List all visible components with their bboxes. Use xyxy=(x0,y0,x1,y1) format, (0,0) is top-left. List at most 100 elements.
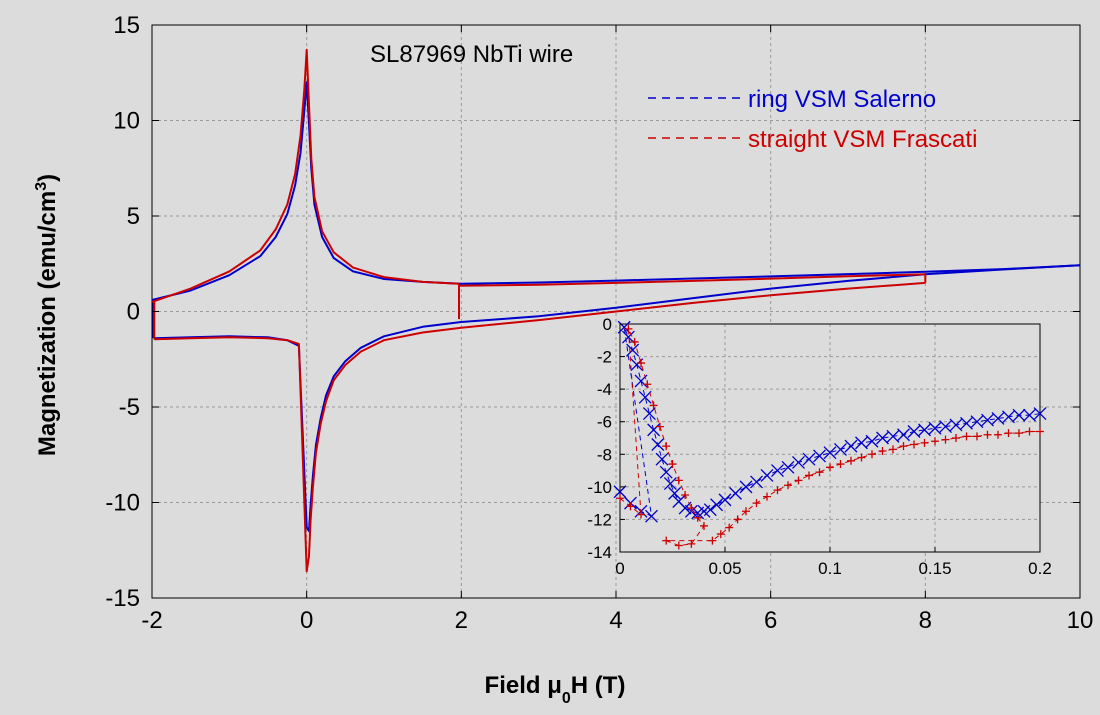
inset-data-point xyxy=(907,425,921,438)
x-axis-title: Field μ0H (T) xyxy=(485,672,626,707)
inset-data-point xyxy=(962,432,971,441)
inset-plot: 0 0.05 0.1 0.15 0.2 0 -2 -4 -6 -8 -10 -12 -14 xyxy=(587,315,1051,578)
inset-data-point xyxy=(813,449,826,463)
inset-series-layer xyxy=(613,320,1047,550)
inset-data-point xyxy=(952,434,960,442)
inset-data-point xyxy=(763,492,771,501)
inset-data-point xyxy=(973,432,981,441)
inset-data-point xyxy=(718,493,732,507)
main-tick-layer: -2 0 2 4 6 8 10 15 10 5 0 -5 -10 -15 xyxy=(105,12,1093,634)
inset-data-point xyxy=(716,530,725,539)
y-tick-label: 0 xyxy=(127,299,140,326)
inset-data-point xyxy=(674,541,683,550)
inset-x-tick-label: 0.15 xyxy=(918,559,951,578)
series-line xyxy=(151,81,1081,301)
inset-data-point xyxy=(616,494,624,503)
inset-data-point xyxy=(655,452,669,466)
inset-data-point xyxy=(662,536,671,545)
inset-data-point xyxy=(771,464,784,478)
main-series-layer xyxy=(151,48,1081,573)
inset-data-point xyxy=(621,330,635,344)
inset-data-point xyxy=(781,460,795,474)
inset-data-point xyxy=(994,430,1002,439)
inset-y-tick-label: -14 xyxy=(587,543,612,562)
inset-data-point xyxy=(760,468,774,482)
y-tick-label: 10 xyxy=(113,108,140,135)
inset-y-tick-label: -8 xyxy=(597,445,612,464)
inset-data-point xyxy=(687,504,696,513)
inset-data-point xyxy=(613,485,627,499)
inset-data-point xyxy=(649,401,658,410)
inset-data-point xyxy=(949,418,963,432)
inset-data-point xyxy=(805,471,813,480)
inset-data-point xyxy=(897,428,910,442)
x-tick-label: 6 xyxy=(764,607,777,634)
y-tick-label: -15 xyxy=(105,585,140,612)
inset-data-point xyxy=(703,503,717,517)
x-axis-title-sub: 0 xyxy=(562,690,571,707)
x-axis-title-mu: μ xyxy=(547,672,562,699)
inset-data-point xyxy=(868,450,876,459)
inset-data-point xyxy=(794,476,803,485)
inset-series-ring-vsm-salerno xyxy=(613,320,1047,523)
y-axis-title-suffix: ) xyxy=(34,174,61,182)
series-line xyxy=(151,48,460,303)
inset-data-point xyxy=(1036,427,1044,436)
series-line xyxy=(458,273,926,287)
legend: ring VSM Salerno straight VSM Frascati xyxy=(648,86,977,153)
inset-data-point xyxy=(687,539,696,548)
inset-tick-layer: 0 0.05 0.1 0.15 0.2 0 -2 -4 -6 -8 -10 -12 -14 xyxy=(587,315,1051,578)
inset-data-point xyxy=(1025,427,1034,436)
inset-data-point xyxy=(630,337,639,346)
x-axis-title-suffix: H (T) xyxy=(571,672,626,699)
inset-data-point xyxy=(857,453,866,462)
inset-data-point xyxy=(733,515,742,524)
inset-data-point xyxy=(815,468,824,477)
inset-data-point xyxy=(784,481,792,490)
legend-label: straight VSM Frascati xyxy=(748,126,977,153)
inset-y-tick-label: -12 xyxy=(587,510,612,529)
inset-data-point xyxy=(991,411,1005,425)
y-tick-label: -5 xyxy=(119,394,140,421)
inset-data-point xyxy=(659,465,673,479)
inset-data-point xyxy=(624,324,633,333)
inset-data-point xyxy=(693,513,702,522)
inset-y-tick-label: 0 xyxy=(603,315,612,334)
inset-data-point xyxy=(729,486,742,500)
inset-data-point xyxy=(739,480,753,494)
annotation-label: SL87969 NbTi wire xyxy=(370,41,573,68)
inset-data-point xyxy=(981,413,994,427)
inset-data-point xyxy=(663,477,677,491)
inset-data-point xyxy=(773,486,782,495)
inset-data-point xyxy=(645,509,658,523)
x-tick-label: -2 xyxy=(141,607,162,634)
inset-data-point xyxy=(662,442,671,451)
y-tick-label: 15 xyxy=(113,12,140,39)
inset-data-point xyxy=(960,416,973,430)
inset-data-point xyxy=(855,436,868,450)
inset-data-point xyxy=(886,429,900,443)
inset-data-point xyxy=(638,390,652,404)
inset-data-point xyxy=(876,431,889,445)
inset-data-point xyxy=(889,445,897,454)
inset-data-point xyxy=(802,452,816,466)
inset-data-point xyxy=(750,475,763,489)
inset-y-tick-label: -10 xyxy=(587,478,612,497)
inset-data-point xyxy=(834,442,847,456)
inset-data-point xyxy=(847,456,855,465)
x-tick-label: 0 xyxy=(300,607,313,634)
series-line xyxy=(154,281,926,573)
inset-data-point xyxy=(939,420,952,434)
inset-data-point xyxy=(674,476,683,485)
inset-series-straight-vsm-frascati xyxy=(616,324,1044,550)
inset-data-point xyxy=(642,407,656,421)
inset-x-tick-label: 0.1 xyxy=(818,559,842,578)
inset-data-point xyxy=(1015,429,1023,438)
x-tick-label: 8 xyxy=(919,607,932,634)
inset-data-point xyxy=(983,430,992,439)
inset-data-point xyxy=(878,447,887,456)
y-axis-title: Magnetization (emu/cm3) xyxy=(33,174,61,456)
inset-data-point xyxy=(626,502,635,511)
